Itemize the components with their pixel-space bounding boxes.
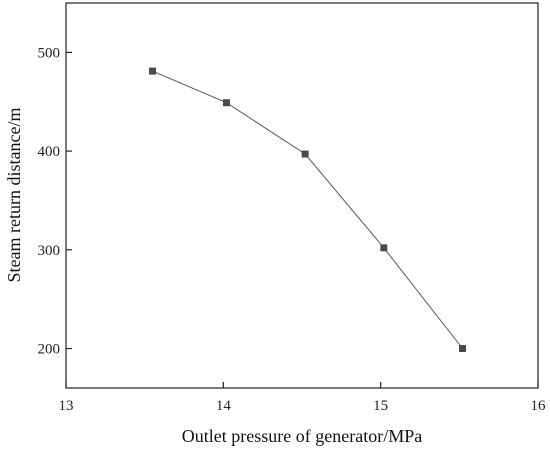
data-point <box>149 67 157 75</box>
x-axis: 13 14 15 16 <box>59 382 547 414</box>
data-point <box>222 99 230 107</box>
x-tick-label: 14 <box>216 398 232 414</box>
y-tick-label: 400 <box>38 144 61 160</box>
data-point <box>301 150 309 158</box>
plot-frame <box>65 2 539 389</box>
x-tick-label: 16 <box>531 398 547 414</box>
series-line <box>152 70 463 349</box>
x-tick-label: 15 <box>373 398 388 414</box>
data-point <box>380 244 388 252</box>
x-axis-title: Outlet pressure of generator/MPa <box>182 426 422 446</box>
x-tick-label: 13 <box>59 398 74 414</box>
y-tick-label: 200 <box>38 342 61 358</box>
data-point <box>458 345 466 353</box>
y-axis-title: Steam return distance/m <box>4 108 24 283</box>
y-tick-label: 300 <box>38 243 61 259</box>
data-series <box>149 67 466 353</box>
y-axis: 200 300 400 500 <box>38 45 72 358</box>
y-tick-label: 500 <box>38 45 61 61</box>
